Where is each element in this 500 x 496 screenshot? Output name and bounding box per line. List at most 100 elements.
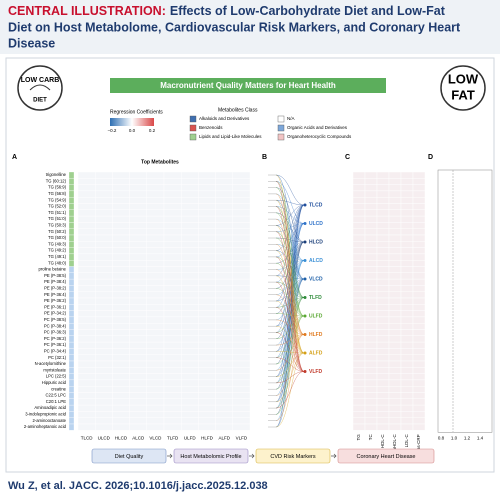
heat-cell	[94, 234, 113, 242]
heat-cell	[112, 398, 130, 406]
heat-cell	[198, 423, 216, 431]
heat-cell	[232, 329, 251, 337]
heat-cell	[146, 260, 165, 267]
heat-cell	[77, 215, 96, 223]
heat-cell	[376, 392, 390, 400]
heat-cell	[94, 297, 113, 305]
forest-frame	[437, 169, 493, 433]
heat-cell	[77, 417, 96, 425]
heat-cell	[388, 310, 402, 318]
column-label: hs-CRP	[416, 434, 421, 450]
heat-cell	[400, 266, 414, 274]
heat-cell	[400, 386, 414, 393]
heat-cell	[412, 423, 426, 431]
heat-cell	[412, 178, 426, 185]
heat-cell	[215, 341, 234, 349]
column-label: TLFD	[167, 435, 179, 440]
heat-cell	[163, 178, 182, 185]
heat-cell	[400, 329, 414, 337]
heat-cell	[129, 253, 148, 261]
heat-cell	[77, 348, 96, 355]
heat-cell	[129, 341, 148, 349]
heat-cell	[376, 215, 390, 223]
heat-cell	[364, 291, 378, 299]
heat-cell	[112, 178, 130, 185]
heat-cell	[198, 260, 216, 267]
heat-cell	[215, 386, 234, 393]
heat-cell	[364, 348, 378, 355]
heat-cell	[388, 423, 402, 431]
heat-cell	[163, 241, 182, 248]
heat-cell	[376, 417, 390, 425]
heat-cell	[198, 398, 216, 406]
heat-cell	[129, 423, 148, 431]
heat-cell	[94, 373, 113, 381]
heat-cell	[376, 241, 390, 248]
heat-cell	[400, 335, 414, 343]
heat-cell	[400, 196, 414, 204]
heat-cell	[180, 367, 199, 374]
header: CENTRAL ILLUSTRATION: Effects of Low-Carb…	[8, 4, 446, 18]
heat-cell	[112, 190, 130, 198]
heat-cell	[412, 209, 426, 217]
heat-cell	[180, 203, 199, 211]
heat-cell	[146, 417, 165, 425]
heat-cell	[180, 404, 199, 412]
heat-cell	[364, 266, 378, 274]
heat-cell	[77, 178, 96, 185]
heat-cell	[376, 297, 390, 305]
heat-cell	[146, 228, 165, 236]
heat-cell	[112, 411, 130, 418]
heat-cell	[388, 329, 402, 337]
heat-cell	[388, 354, 402, 362]
heat-cell	[232, 278, 251, 286]
heat-cell	[129, 367, 148, 374]
heat-cell	[215, 348, 234, 355]
heat-cell	[232, 423, 251, 431]
heat-cell	[412, 367, 426, 374]
heat-cell	[129, 266, 148, 274]
heat-cell	[215, 316, 234, 324]
heat-cell	[412, 266, 426, 274]
heat-cell	[352, 386, 366, 393]
heat-cell	[163, 203, 182, 211]
heat-cell	[112, 386, 130, 393]
heat-cell	[94, 360, 113, 368]
heat-cell	[198, 253, 216, 261]
heat-cell	[163, 253, 182, 261]
heat-cell	[94, 417, 113, 425]
node	[303, 240, 307, 244]
heat-cell	[180, 304, 199, 311]
heat-cell	[198, 297, 216, 305]
heat-cell	[112, 335, 130, 343]
heat-cell	[198, 184, 216, 192]
heat-cell	[180, 348, 199, 355]
heat-cell	[146, 386, 165, 393]
heat-cell	[364, 417, 378, 425]
heat-cell	[198, 316, 216, 324]
heat-cell	[364, 184, 378, 192]
heat-cell	[112, 392, 130, 400]
heat-cell	[112, 404, 130, 412]
logo-circle	[17, 65, 63, 111]
heat-cell	[364, 386, 378, 393]
heat-cell	[146, 392, 165, 400]
heat-cell	[94, 285, 113, 292]
heat-cell	[388, 215, 402, 223]
heat-cell	[376, 291, 390, 299]
heat-cell	[180, 310, 199, 318]
heat-cell	[232, 316, 251, 324]
class-strip	[68, 266, 75, 273]
row-label: PE (P-38:5)	[44, 273, 66, 278]
heat-cell	[146, 335, 165, 343]
heat-cell	[364, 285, 378, 292]
heat-cell	[376, 316, 390, 324]
heat-cell	[412, 241, 426, 248]
heat-cell	[400, 222, 414, 229]
heat-cell	[180, 209, 199, 217]
row-label: PC (P-38:5)	[44, 317, 67, 322]
heat-cell	[129, 272, 148, 280]
class-strip	[68, 285, 75, 292]
heat-cell	[163, 341, 182, 349]
heat-cell	[146, 373, 165, 381]
